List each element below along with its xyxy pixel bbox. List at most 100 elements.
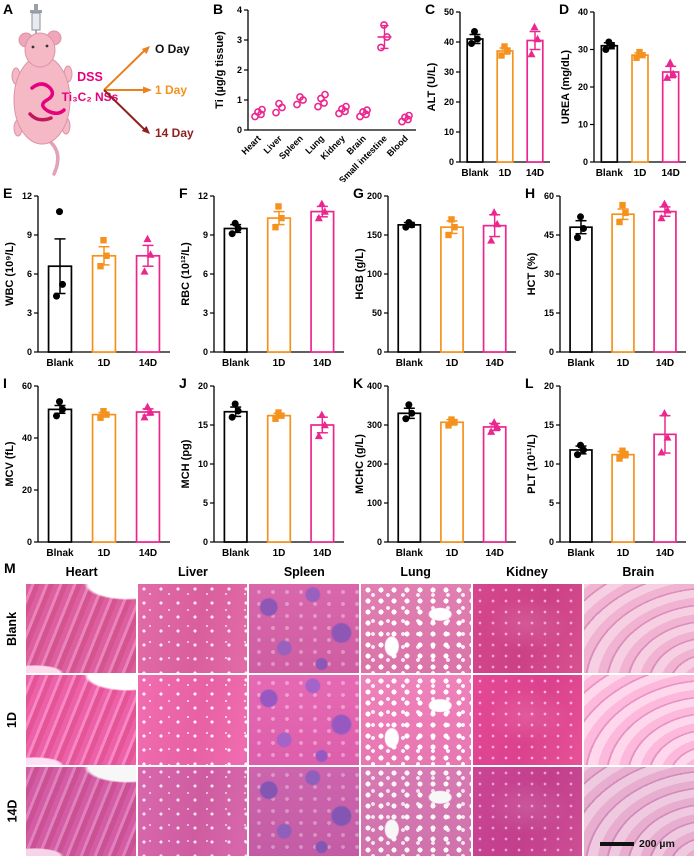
svg-text:15: 15 (544, 308, 554, 318)
panel-e-label: E (3, 185, 13, 201)
svg-text:1D: 1D (273, 358, 286, 369)
svg-text:40: 40 (578, 7, 588, 17)
svg-text:Blank: Blank (396, 548, 424, 559)
histology-1d-spleen (249, 675, 359, 765)
svg-text:5: 5 (203, 498, 208, 508)
arrowhead-1day (143, 86, 152, 94)
histology-14d-lung (360, 766, 471, 856)
histology-14d-brain (584, 766, 694, 856)
svg-text:1D: 1D (446, 548, 459, 559)
svg-text:14D: 14D (661, 168, 679, 179)
histology-blank-spleen (249, 584, 359, 674)
svg-text:PLT (10¹¹/L): PLT (10¹¹/L) (526, 434, 538, 494)
svg-text:50: 50 (372, 308, 382, 318)
svg-text:6: 6 (203, 269, 208, 279)
chart-mchc: 0 100 200 300 400 MCHC (g/L) Blank 1D 14D (354, 381, 516, 559)
histology-1d-brain (584, 675, 694, 765)
panel-j-label: J (179, 375, 187, 391)
histology-14d-heart (26, 766, 136, 856)
svg-text:Blood: Blood (385, 133, 410, 158)
panel-h-hct: H 0 15 30 45 60 HCT (%) Blank 1D 14D (524, 185, 694, 372)
histology-blank-lung (360, 584, 471, 674)
panel-g-label: G (353, 185, 364, 201)
chart-rbc: 0 3 6 9 12 RBC (10¹²/L) Blank 1D 14D (180, 191, 344, 369)
svg-text:WBC (10⁹/L): WBC (10⁹/L) (4, 242, 16, 306)
dss-label: DSS (77, 70, 103, 84)
panel-i-label: I (3, 375, 7, 391)
svg-text:1D: 1D (617, 548, 630, 559)
svg-text:1D: 1D (446, 358, 459, 369)
column-header-brain: Brain (622, 565, 655, 579)
scale-bar-line (600, 842, 634, 846)
histology-blank-liver (137, 584, 248, 674)
svg-text:MCH (pg): MCH (pg) (180, 439, 192, 488)
column-header-liver: Liver (178, 565, 208, 579)
histology-1d-kidney (472, 675, 583, 765)
chart-mcv: 0 20 40 60 MCV (fL) Blnak 1D 14D (4, 381, 170, 559)
histology-1d-liver (137, 675, 248, 765)
mouse-illustration (11, 30, 73, 176)
svg-text:0: 0 (449, 157, 454, 167)
svg-text:5: 5 (549, 498, 554, 508)
svg-text:20: 20 (444, 97, 454, 107)
svg-text:12: 12 (22, 191, 32, 201)
row-label-14d: 14D (5, 799, 19, 822)
timeline-arrows (103, 46, 152, 134)
svg-text:30: 30 (578, 45, 588, 55)
svg-text:15: 15 (544, 420, 554, 430)
svg-text:ALT (U/L): ALT (U/L) (426, 62, 438, 111)
histology-14d-kidney (472, 766, 583, 856)
svg-text:Blank: Blank (46, 358, 74, 369)
svg-text:Spleen: Spleen (277, 133, 305, 161)
panel-j-mch: J 0 5 10 15 20 MCH (pg) Blank 1D 14D (178, 375, 352, 562)
histology-blank-brain (584, 584, 694, 674)
row-label-blank: Blank (5, 611, 20, 646)
svg-text:40: 40 (22, 433, 32, 443)
panel-b-ti-scatter: B 0 1 2 3 4 Ti (µg/g tissue) Heart Liver Spleen L… (212, 1, 424, 182)
timepoint-1day: 1 Day (155, 83, 187, 97)
panel-l-label: L (525, 375, 534, 391)
chart-hgb: 0 50 100 150 200 HGB (g/L) Blank 1D 14D (354, 191, 516, 369)
svg-text:6: 6 (27, 269, 32, 279)
svg-text:14D: 14D (139, 358, 157, 369)
svg-text:Blank: Blank (567, 358, 595, 369)
svg-text:Heart: Heart (240, 133, 263, 156)
panel-f-rbc: F 0 3 6 9 12 RBC (10¹²/L) Blank 1D 14D (178, 185, 352, 372)
svg-text:HGB (g/L): HGB (g/L) (354, 248, 366, 300)
scale-bar-label: 200 µm (639, 838, 675, 850)
svg-text:20: 20 (22, 485, 32, 495)
arrow-0day (103, 49, 146, 91)
svg-text:0: 0 (549, 347, 554, 357)
panel-l-plt: L 0 5 10 15 20 PLT (10¹¹/L) Blank 1D 14D (524, 375, 694, 562)
chart-urea: 0 10 20 30 40 UREA (mg/dL) Blank 1D 14D (560, 7, 686, 179)
svg-text:3: 3 (27, 308, 32, 318)
svg-text:14D: 14D (139, 548, 157, 559)
row-label-1d: 1D (4, 711, 19, 728)
histology-blank-kidney (472, 584, 583, 674)
histology-blank-heart (26, 584, 136, 674)
svg-text:100: 100 (367, 498, 382, 508)
panel-a: A DSS (2, 1, 212, 182)
svg-text:0: 0 (203, 537, 208, 547)
svg-text:12: 12 (198, 191, 208, 201)
svg-text:3: 3 (237, 35, 242, 45)
column-header-lung: Lung (400, 565, 431, 579)
chart-wbc: 0 3 6 9 12 WBC (10⁹/L) Blank 1D 14D (4, 191, 170, 369)
svg-text:50: 50 (444, 7, 454, 17)
svg-text:400: 400 (367, 381, 382, 391)
chart-plt: 0 5 10 15 20 PLT (10¹¹/L) Blank 1D 14D (526, 381, 686, 559)
svg-text:2: 2 (237, 65, 242, 75)
svg-text:10: 10 (444, 127, 454, 137)
svg-text:10: 10 (544, 459, 554, 469)
panel-c-label: C (425, 1, 436, 17)
svg-text:1D: 1D (499, 168, 512, 179)
svg-text:4: 4 (237, 5, 242, 15)
svg-text:Blank: Blank (396, 358, 424, 369)
chart-mch: 0 5 10 15 20 MCH (pg) Blank 1D 14D (180, 381, 344, 559)
svg-text:14D: 14D (485, 358, 503, 369)
svg-text:Blank: Blank (222, 548, 250, 559)
histology-14d-liver (137, 766, 248, 856)
svg-text:200: 200 (367, 191, 382, 201)
panel-m-label: M (4, 560, 16, 576)
svg-text:0: 0 (377, 537, 382, 547)
